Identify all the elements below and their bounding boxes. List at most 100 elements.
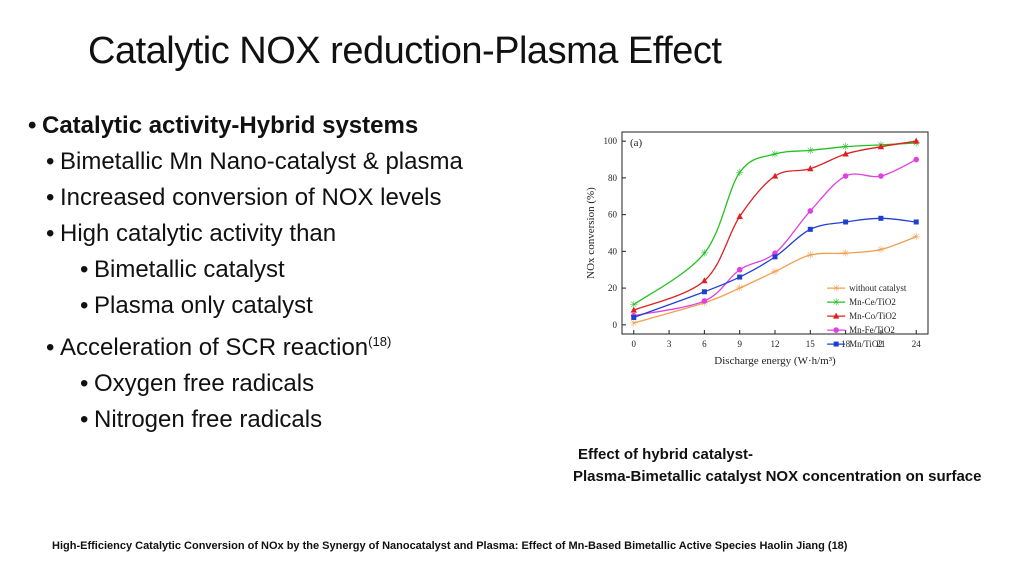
caption-line-2: Plasma-Bimetallic catalyst NOX concentra… — [573, 468, 982, 485]
bullet-dot: • — [28, 112, 37, 139]
legend-label: Mn-Ce/TiO2 — [849, 297, 896, 307]
y-tick-label: 40 — [608, 246, 618, 256]
y-tick-label: 20 — [608, 283, 618, 293]
data-point — [807, 165, 814, 172]
data-point: ✳ — [877, 245, 885, 256]
data-point: ✳ — [771, 150, 779, 161]
bullet-dot: • — [80, 370, 89, 397]
y-tick-label: 80 — [608, 173, 618, 183]
data-point: ✳ — [841, 142, 849, 153]
legend-marker — [832, 312, 840, 319]
series-line-0 — [633, 236, 917, 324]
bullet-item: • Catalytic activity-Hybrid systems — [28, 108, 463, 144]
x-tick-label: 0 — [632, 339, 637, 349]
data-point — [877, 143, 885, 150]
bullet-item: • Oxygen free radicals — [28, 366, 463, 402]
data-point — [913, 219, 919, 225]
data-point — [807, 226, 813, 232]
data-point — [772, 254, 778, 260]
bullet-item: • High catalytic activity than — [28, 216, 463, 252]
bullet-dot: • — [80, 256, 89, 283]
data-point — [878, 173, 884, 179]
x-tick-label: 9 — [737, 339, 742, 349]
data-point — [878, 215, 884, 221]
bullet-text: Bimetallic Mn Nano-catalyst & plasma — [60, 148, 463, 175]
bullet-text: Catalytic activity-Hybrid systems — [42, 112, 419, 139]
bullet-text: High catalytic activity than — [60, 220, 337, 247]
bullet-item: • Plasma only catalyst — [28, 288, 463, 324]
data-point — [736, 266, 743, 273]
data-point — [701, 277, 708, 284]
bullet-item: • Bimetallic catalyst — [28, 252, 463, 288]
data-point — [630, 306, 637, 313]
bullet-dot: • — [80, 406, 89, 433]
bullet-item: • Acceleration of SCR reaction(18) — [28, 324, 463, 366]
bullet-text: Acceleration of SCR reaction — [60, 334, 369, 361]
nox-conversion-chart: 0 3 6 9 12 15 18 21 24 0 20 40 60 80 100 (a) Discharge e… — [585, 131, 929, 367]
data-point: ✳ — [806, 146, 814, 157]
bullet-dot: • — [80, 292, 89, 319]
bullet-text: Nitrogen free radicals — [94, 406, 323, 433]
y-tick-label: 0 — [613, 320, 618, 330]
x-tick-label: 24 — [912, 339, 922, 349]
data-point: ✳ — [700, 249, 708, 260]
data-point: ✳ — [630, 318, 638, 329]
slide-title: Catalytic NOX reduction-Plasma Effect — [88, 30, 722, 72]
data-point: ✳ — [630, 300, 638, 311]
series-line-1 — [633, 142, 917, 306]
bullet-dot: • — [46, 184, 55, 211]
x-tick-label: 6 — [702, 339, 707, 349]
reference-footer: High-Efficiency Catalytic Conversion of … — [52, 540, 848, 552]
bullet-item: • Increased conversion of NOX levels — [28, 180, 463, 216]
legend-marker: ✳ — [832, 298, 840, 309]
bullet-text: Increased conversion of NOX levels — [60, 184, 442, 211]
data-point — [736, 212, 743, 219]
data-point — [701, 289, 707, 295]
y-tick-label: 60 — [608, 210, 618, 220]
x-tick-label: 18 — [841, 339, 851, 349]
panel-label: (a) — [630, 137, 643, 149]
x-tick-label: 15 — [806, 339, 816, 349]
legend-label: Mn-Co/TiO2 — [849, 311, 896, 321]
bullet-text: Bimetallic catalyst — [94, 256, 285, 283]
data-point — [807, 208, 814, 214]
data-point — [843, 219, 849, 225]
x-axis-label: Discharge energy (W·h/m³) — [714, 355, 836, 367]
data-point — [913, 137, 920, 144]
bullet-item: • Bimetallic Mn Nano-catalyst & plasma — [28, 144, 463, 180]
caption-line-1: Effect of hybrid catalyst- — [578, 446, 754, 463]
bullet-item: • Nitrogen free radicals — [28, 402, 463, 438]
data-point: ✳ — [735, 168, 743, 179]
chart-caption: Effect of hybrid catalyst- Plasma-Bimeta… — [573, 444, 981, 488]
data-point: ✳ — [912, 139, 920, 150]
data-point — [771, 172, 779, 179]
data-point — [913, 156, 920, 163]
bullet-dot: • — [46, 220, 55, 247]
y-axis-label: NOx conversion (%) — [585, 187, 597, 279]
x-tick-label: 3 — [667, 339, 672, 349]
data-point: ✳ — [735, 284, 743, 295]
citation-superscript: (18) — [368, 334, 392, 349]
data-point — [842, 173, 849, 179]
bullet-text: Plasma only catalyst — [94, 292, 313, 319]
bullet-text: Oxygen free radicals — [94, 370, 315, 397]
legend-label: Mn-Fe/TiO2 — [849, 325, 895, 335]
legend-marker — [833, 327, 839, 333]
legend-label: Mn/TiO2 — [849, 339, 883, 349]
data-point: ✳ — [912, 232, 920, 243]
data-point — [737, 274, 743, 280]
data-point — [631, 314, 637, 320]
legend-marker: ✳ — [832, 284, 840, 295]
bullet-dot: • — [46, 148, 55, 175]
data-point: ✳ — [841, 249, 849, 260]
x-tick-label: 12 — [771, 339, 780, 349]
data-point: ✳ — [700, 298, 708, 309]
bullet-dot: • — [46, 334, 55, 361]
legend-label: without catalyst — [849, 283, 907, 293]
bullet-list: • Catalytic activity-Hybrid systems • Bimet… — [28, 108, 463, 438]
data-point: ✳ — [806, 251, 814, 262]
x-tick-label: 21 — [876, 339, 885, 349]
data-point: ✳ — [771, 267, 779, 278]
legend-marker — [833, 341, 839, 347]
y-tick-label: 100 — [604, 136, 618, 146]
